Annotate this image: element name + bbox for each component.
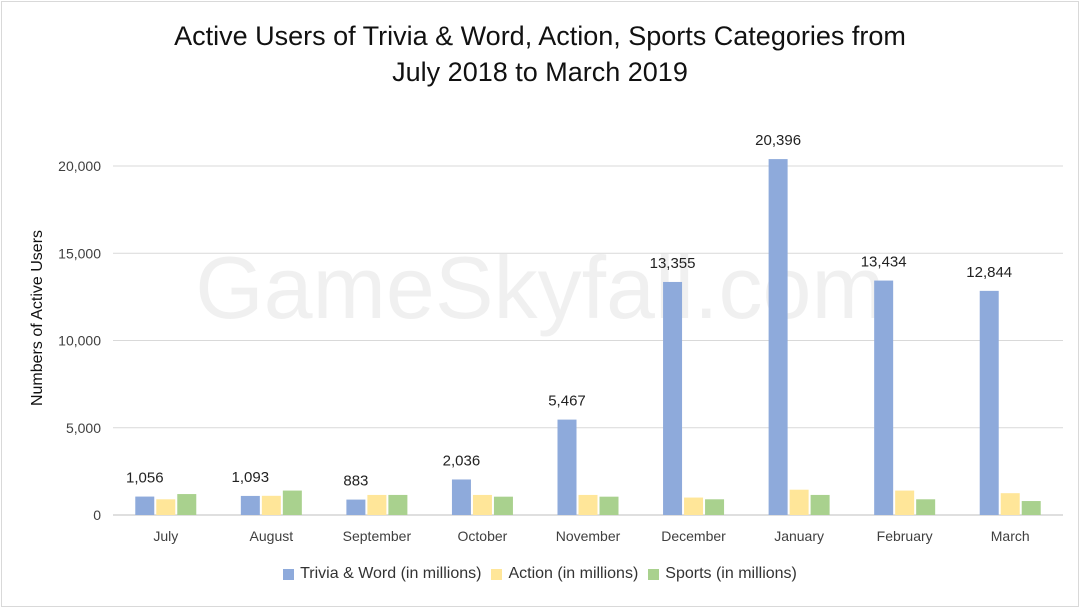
- legend-label-action: Action (in millions): [508, 565, 639, 582]
- bar-action: [261, 495, 281, 515]
- y-tick-label: 0: [93, 507, 101, 523]
- y-axis-label: Numbers of Active Users: [29, 230, 46, 406]
- legend-item-sports: Sports (in millions): [648, 565, 797, 583]
- x-tick-label: October: [458, 528, 508, 544]
- bar-action: [156, 499, 176, 515]
- legend-item-action: Action (in millions): [491, 565, 638, 583]
- y-tick-label: 15,000: [58, 245, 101, 261]
- x-tick-label: February: [877, 528, 933, 544]
- bar-trivia: [240, 495, 260, 515]
- bar-trivia: [451, 479, 471, 515]
- x-tick-label: November: [556, 528, 621, 544]
- x-tick-label: March: [991, 528, 1030, 544]
- bar-sports: [705, 499, 725, 515]
- bar-action: [1000, 493, 1020, 515]
- y-tick-label: 10,000: [58, 333, 101, 349]
- bar-sports: [916, 499, 936, 515]
- bar-sports: [388, 494, 408, 515]
- data-label: 20,396: [755, 132, 801, 149]
- legend-swatch-sports: [648, 568, 660, 580]
- bar-sports: [493, 496, 513, 515]
- chart-title-line-1: Active Users of Trivia & Word, Action, S…: [174, 21, 906, 51]
- data-label: 2,036: [443, 452, 481, 469]
- y-tick-label: 20,000: [58, 158, 101, 174]
- data-label: 13,434: [861, 254, 907, 271]
- chart-title-line-2: July 2018 to March 2019: [392, 57, 688, 87]
- legend-swatch-trivia: [283, 568, 295, 580]
- data-label: 1,093: [232, 469, 270, 486]
- chart-legend: Trivia & Word (in millions) Action (in m…: [0, 565, 1080, 583]
- chart-title: Active Users of Trivia & Word, Action, S…: [0, 18, 1080, 90]
- data-label: 12,844: [966, 264, 1012, 281]
- data-label: 883: [343, 473, 368, 490]
- legend-item-trivia: Trivia & Word (in millions): [283, 565, 481, 583]
- bar-sports: [599, 496, 619, 515]
- bar-action: [367, 494, 387, 515]
- bar-sports: [177, 494, 197, 515]
- legend-label-trivia: Trivia & Word (in millions): [300, 565, 482, 582]
- bar-trivia: [874, 280, 894, 515]
- bar-action: [684, 497, 704, 515]
- bar-trivia: [663, 281, 683, 515]
- bar-sports: [810, 494, 830, 515]
- legend-label-sports: Sports (in millions): [665, 565, 797, 582]
- bar-sports: [1021, 501, 1041, 515]
- x-tick-label: December: [661, 528, 726, 544]
- bar-trivia: [557, 419, 577, 515]
- x-tick-label: August: [250, 528, 294, 544]
- bar-action: [895, 490, 915, 515]
- bar-trivia: [768, 159, 788, 516]
- data-label: 1,056: [126, 470, 164, 487]
- x-tick-label: July: [153, 528, 178, 544]
- x-tick-label: September: [343, 528, 412, 544]
- bar-action: [789, 489, 809, 515]
- legend-swatch-action: [491, 568, 503, 580]
- bar-action: [472, 494, 492, 515]
- bar-trivia: [135, 496, 155, 515]
- bar-action: [578, 494, 598, 515]
- data-label: 5,467: [548, 393, 586, 410]
- bar-trivia: [979, 290, 999, 515]
- bar-sports: [282, 490, 302, 515]
- bar-trivia: [346, 499, 366, 515]
- data-label: 13,355: [650, 255, 696, 272]
- y-tick-label: 5,000: [66, 420, 101, 436]
- x-tick-label: January: [774, 528, 824, 544]
